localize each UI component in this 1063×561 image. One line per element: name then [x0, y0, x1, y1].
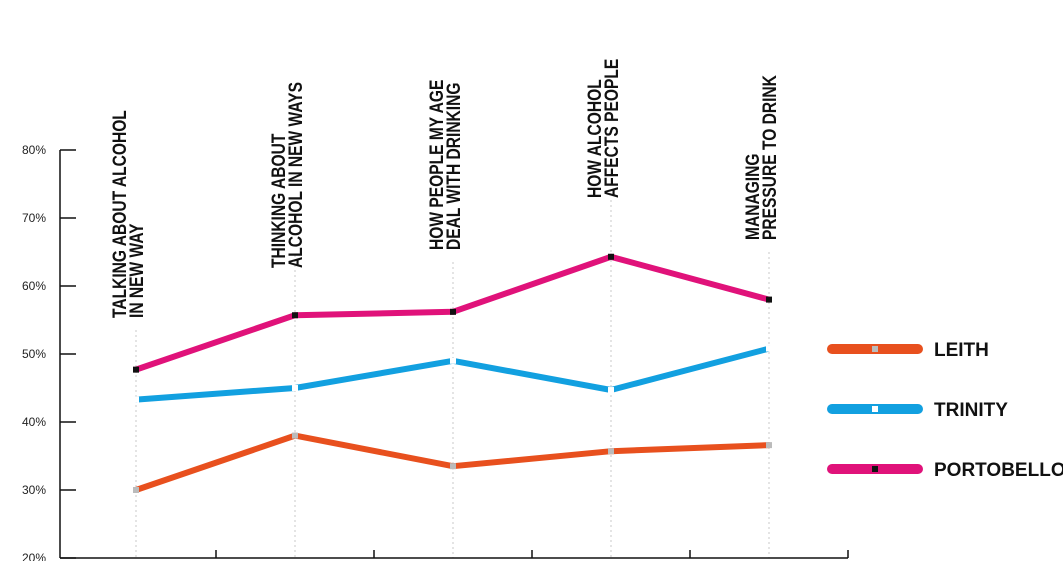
y-tick-label: 60% [22, 279, 46, 293]
category-label-line: AFFECTS PEOPLE [601, 59, 623, 198]
legend-label: PORTOBELLO [934, 460, 1063, 481]
legend-marker [872, 346, 878, 352]
category-guide-lines [135, 200, 770, 558]
y-tick-label: 20% [22, 551, 46, 561]
category-label-line: MANAGING [742, 154, 764, 240]
legend-label: TRINITY [934, 400, 1008, 421]
y-tick-label: 30% [22, 483, 46, 497]
legend-label: LEITH [934, 340, 989, 361]
data-point [292, 385, 298, 391]
series-line [133, 345, 772, 403]
data-point [766, 296, 772, 303]
data-point [450, 357, 456, 364]
y-tick-label: 50% [22, 347, 46, 361]
data-point [608, 448, 614, 455]
data-point [450, 308, 456, 315]
category-label-line: THINKING ABOUT [268, 133, 290, 268]
legend-marker [872, 406, 878, 412]
legend: LEITH TRINITY PORTOBELLO [827, 340, 1063, 481]
category-label-line: HOW ALCOHOL [584, 79, 606, 198]
data-point [133, 487, 139, 493]
category-label-line: ALCOHOL IN NEW WAYS [285, 82, 307, 268]
legend-marker [872, 466, 878, 472]
data-point [450, 463, 456, 470]
data-point [133, 366, 139, 373]
category-label-line: HOW PEOPLE MY AGE [426, 80, 448, 250]
y-tick-label: 70% [22, 211, 46, 225]
y-tick-label: 80% [22, 143, 46, 157]
category-label-line: TALKING ABOUT ALCOHOL [109, 110, 131, 318]
data-point [766, 345, 772, 352]
category-label-line: PRESSURE TO DRINK [759, 75, 781, 240]
data-point [292, 432, 298, 439]
data-point [133, 396, 139, 403]
y-tick-label: 40% [22, 415, 46, 429]
data-point [766, 442, 772, 449]
category-label-line: IN NEW WAY [126, 223, 148, 318]
series-lines [133, 253, 772, 493]
data-point [292, 312, 298, 319]
y-tick-labels: 80% 70% 60% 50% 40% 30% 20% [22, 143, 46, 561]
category-label-line: DEAL WITH DRINKING [443, 83, 465, 250]
axes [59, 149, 849, 559]
data-point [608, 387, 614, 394]
data-point [608, 253, 614, 260]
